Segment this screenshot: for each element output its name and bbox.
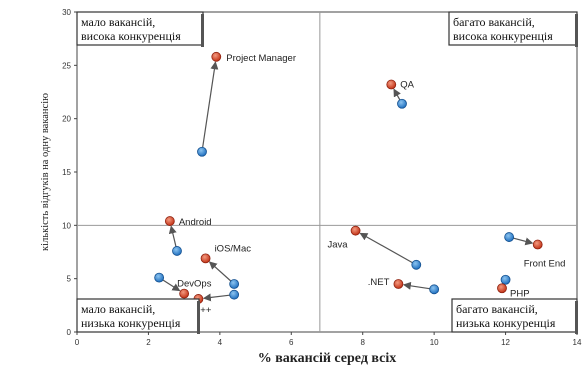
quadrant-label-line1: багато вакансій, [453,15,535,29]
start-point-marker [504,232,515,242]
y-tick-label: 0 [67,328,72,337]
point-label: iOS/Mac [215,243,252,254]
y-tick-label: 20 [62,115,71,124]
point-label: Project Manager [226,53,296,64]
quadrant-shadow [575,14,578,47]
shift-arrow [168,225,177,247]
point-label: C++ [193,305,211,316]
quadrant-frame [76,298,200,333]
y-tick-label: 30 [62,8,71,17]
x-tick-label: 4 [218,338,223,347]
end-point-marker [211,51,222,62]
x-tick-label: 8 [360,338,365,347]
y-tick-label: 5 [67,275,72,284]
x-tick-label: 6 [289,338,294,347]
quadrant-label-line1: мало вакансій, [81,15,155,29]
quadrant-frame [451,298,578,333]
quadrant-box-bottom-right: багато вакансій,низька конкуренція [451,298,578,334]
shift-arrow [162,279,181,292]
y-tick-label: 15 [62,168,71,177]
x-tick-label: 14 [573,338,582,347]
quadrant-label-line2: низька конкуренція [456,316,556,330]
end-point-marker [386,79,397,90]
point-label: Android [179,217,212,228]
start-point-marker [197,146,207,157]
quadrant-label-line1: багато вакансій, [456,302,538,316]
start-point-marker [229,289,240,300]
x-tick-label: 2 [146,338,151,347]
start-point-marker [229,279,240,289]
point-label: PHP [510,288,530,299]
shift-arrow [359,232,413,264]
quadrant-box-bottom-left: мало вакансій,низька конкуренція [76,298,200,334]
end-point-marker [393,279,404,289]
x-axis-title: % вакансій серед всіх [258,351,396,366]
x-tick-label: 0 [75,338,80,347]
point-label: DevOps [177,279,212,290]
x-tick-label: 12 [501,338,510,347]
point-label: Java [327,240,348,251]
quadrant-label-line2: висока конкуренція [81,29,181,43]
point-label: .NET [368,277,390,288]
point-label: Front End [524,259,566,270]
end-point-marker [497,283,507,294]
start-point-marker [429,284,440,295]
end-point-marker [532,239,543,250]
end-point-marker [200,253,211,264]
start-point-marker [500,274,511,285]
quadrant-label-line2: висока конкуренція [453,29,553,43]
shift-arrow [208,261,232,282]
shift-arrow [202,61,219,148]
start-point-marker [397,98,407,109]
end-point-marker [179,288,190,299]
y-tick-label: 10 [62,221,71,230]
quadrant-shadow [575,301,578,334]
start-point-marker [154,272,165,283]
shift-arrow [402,281,430,290]
start-point-marker [172,246,182,256]
shift-arrow [393,88,401,101]
quadrant-label-line1: мало вакансій, [81,302,155,316]
start-point-marker [411,259,422,270]
end-point-marker [164,216,175,226]
shift-arrow [202,293,230,302]
quadrant-shadow [197,301,200,334]
shift-arrow [513,237,534,246]
quadrant-shadow [201,14,204,47]
quadrant-frame [76,11,204,46]
y-tick-label: 25 [62,61,71,70]
quadrant-frame [448,11,578,46]
quadrant-label-line2: низька конкуренція [81,316,181,330]
point-label: QA [400,80,414,91]
y-axis-title: кількість відгуків на одну вакансію [40,93,51,251]
x-tick-label: 10 [430,338,439,347]
quadrant-box-top-left: мало вакансій,висока конкуренція [76,11,204,47]
quadrant-box-top-right: багато вакансій,висока конкуренція [448,11,578,47]
end-point-marker [350,225,361,236]
